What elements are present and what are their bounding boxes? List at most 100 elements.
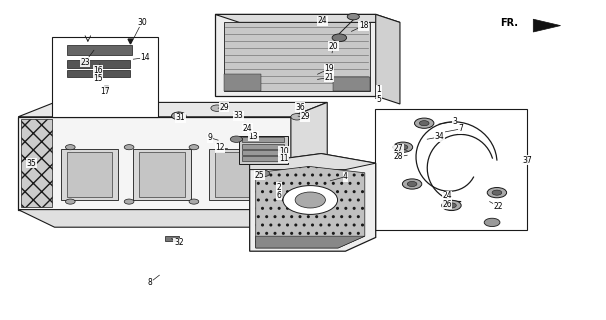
Text: 8: 8: [148, 278, 153, 287]
Circle shape: [283, 186, 338, 214]
Circle shape: [211, 105, 223, 111]
Text: 33: 33: [234, 111, 244, 120]
Circle shape: [487, 188, 507, 198]
Text: 3: 3: [452, 117, 457, 126]
Text: FR.: FR.: [500, 18, 518, 28]
Text: 34: 34: [435, 132, 444, 141]
Polygon shape: [333, 77, 370, 91]
Text: 24: 24: [242, 124, 252, 132]
Polygon shape: [242, 144, 284, 149]
Text: 26: 26: [442, 200, 452, 209]
Circle shape: [347, 13, 359, 20]
Polygon shape: [215, 152, 261, 197]
Polygon shape: [256, 166, 365, 248]
Text: 31: 31: [176, 113, 185, 122]
Polygon shape: [224, 22, 370, 91]
Polygon shape: [215, 14, 376, 96]
Polygon shape: [18, 210, 327, 227]
Circle shape: [492, 190, 502, 195]
Polygon shape: [242, 150, 284, 155]
Text: 23: 23: [80, 58, 90, 67]
Polygon shape: [133, 149, 191, 200]
Text: 21: 21: [324, 73, 334, 82]
Polygon shape: [52, 37, 158, 117]
Polygon shape: [67, 152, 112, 197]
Text: 15: 15: [93, 74, 103, 83]
Polygon shape: [61, 149, 118, 200]
Circle shape: [419, 121, 429, 126]
Polygon shape: [67, 60, 130, 68]
Circle shape: [402, 179, 422, 189]
Text: 24: 24: [318, 16, 327, 25]
Text: 28: 28: [394, 152, 404, 161]
Text: 1: 1: [376, 85, 381, 94]
Text: 29: 29: [219, 103, 229, 112]
Polygon shape: [270, 149, 288, 200]
Text: 22: 22: [493, 202, 503, 211]
Circle shape: [415, 118, 434, 128]
Text: 30: 30: [137, 18, 147, 27]
Polygon shape: [256, 236, 365, 248]
Polygon shape: [242, 137, 284, 142]
Text: 13: 13: [248, 132, 258, 140]
Circle shape: [295, 192, 325, 208]
Circle shape: [442, 200, 461, 211]
Polygon shape: [376, 14, 400, 104]
Text: 11: 11: [279, 154, 288, 163]
Polygon shape: [250, 154, 376, 170]
Circle shape: [332, 34, 347, 42]
Polygon shape: [139, 152, 185, 197]
Polygon shape: [533, 19, 561, 32]
Text: 10: 10: [279, 147, 288, 156]
Circle shape: [407, 181, 417, 187]
Text: 24: 24: [442, 191, 452, 200]
Text: 27: 27: [394, 144, 404, 153]
Text: 36: 36: [295, 103, 305, 112]
Circle shape: [398, 145, 408, 150]
Circle shape: [189, 145, 199, 150]
Text: 6: 6: [276, 191, 281, 200]
Circle shape: [124, 145, 134, 150]
Polygon shape: [375, 109, 527, 230]
Text: 29: 29: [300, 112, 310, 121]
Circle shape: [393, 142, 413, 152]
Text: 32: 32: [174, 238, 184, 247]
Polygon shape: [21, 119, 52, 207]
Text: 14: 14: [141, 53, 150, 62]
Circle shape: [65, 199, 75, 204]
Circle shape: [230, 136, 242, 142]
Polygon shape: [18, 117, 291, 210]
Polygon shape: [209, 149, 267, 200]
Polygon shape: [18, 102, 327, 117]
Text: 20: 20: [328, 42, 338, 51]
Circle shape: [258, 170, 270, 177]
Circle shape: [447, 203, 456, 208]
Circle shape: [171, 112, 186, 120]
Polygon shape: [165, 236, 179, 241]
Text: 16: 16: [93, 66, 103, 75]
Text: 4: 4: [343, 172, 348, 181]
Text: 18: 18: [359, 21, 368, 30]
Text: 19: 19: [324, 64, 334, 73]
Text: 7: 7: [458, 124, 463, 133]
Text: 37: 37: [522, 156, 532, 164]
Text: 17: 17: [100, 87, 110, 96]
Text: 35: 35: [27, 159, 36, 168]
Text: 12: 12: [215, 143, 225, 152]
Circle shape: [484, 218, 500, 227]
Text: 5: 5: [376, 95, 381, 104]
Polygon shape: [67, 70, 130, 77]
Polygon shape: [215, 14, 400, 22]
Polygon shape: [291, 102, 327, 210]
Polygon shape: [250, 154, 376, 251]
Text: 9: 9: [207, 133, 212, 142]
Polygon shape: [242, 156, 284, 161]
Circle shape: [124, 199, 134, 204]
Polygon shape: [224, 74, 261, 91]
Polygon shape: [239, 136, 288, 164]
Circle shape: [189, 199, 199, 204]
Circle shape: [65, 145, 75, 150]
Polygon shape: [67, 45, 132, 55]
Text: 25: 25: [255, 171, 264, 180]
Circle shape: [291, 114, 303, 120]
